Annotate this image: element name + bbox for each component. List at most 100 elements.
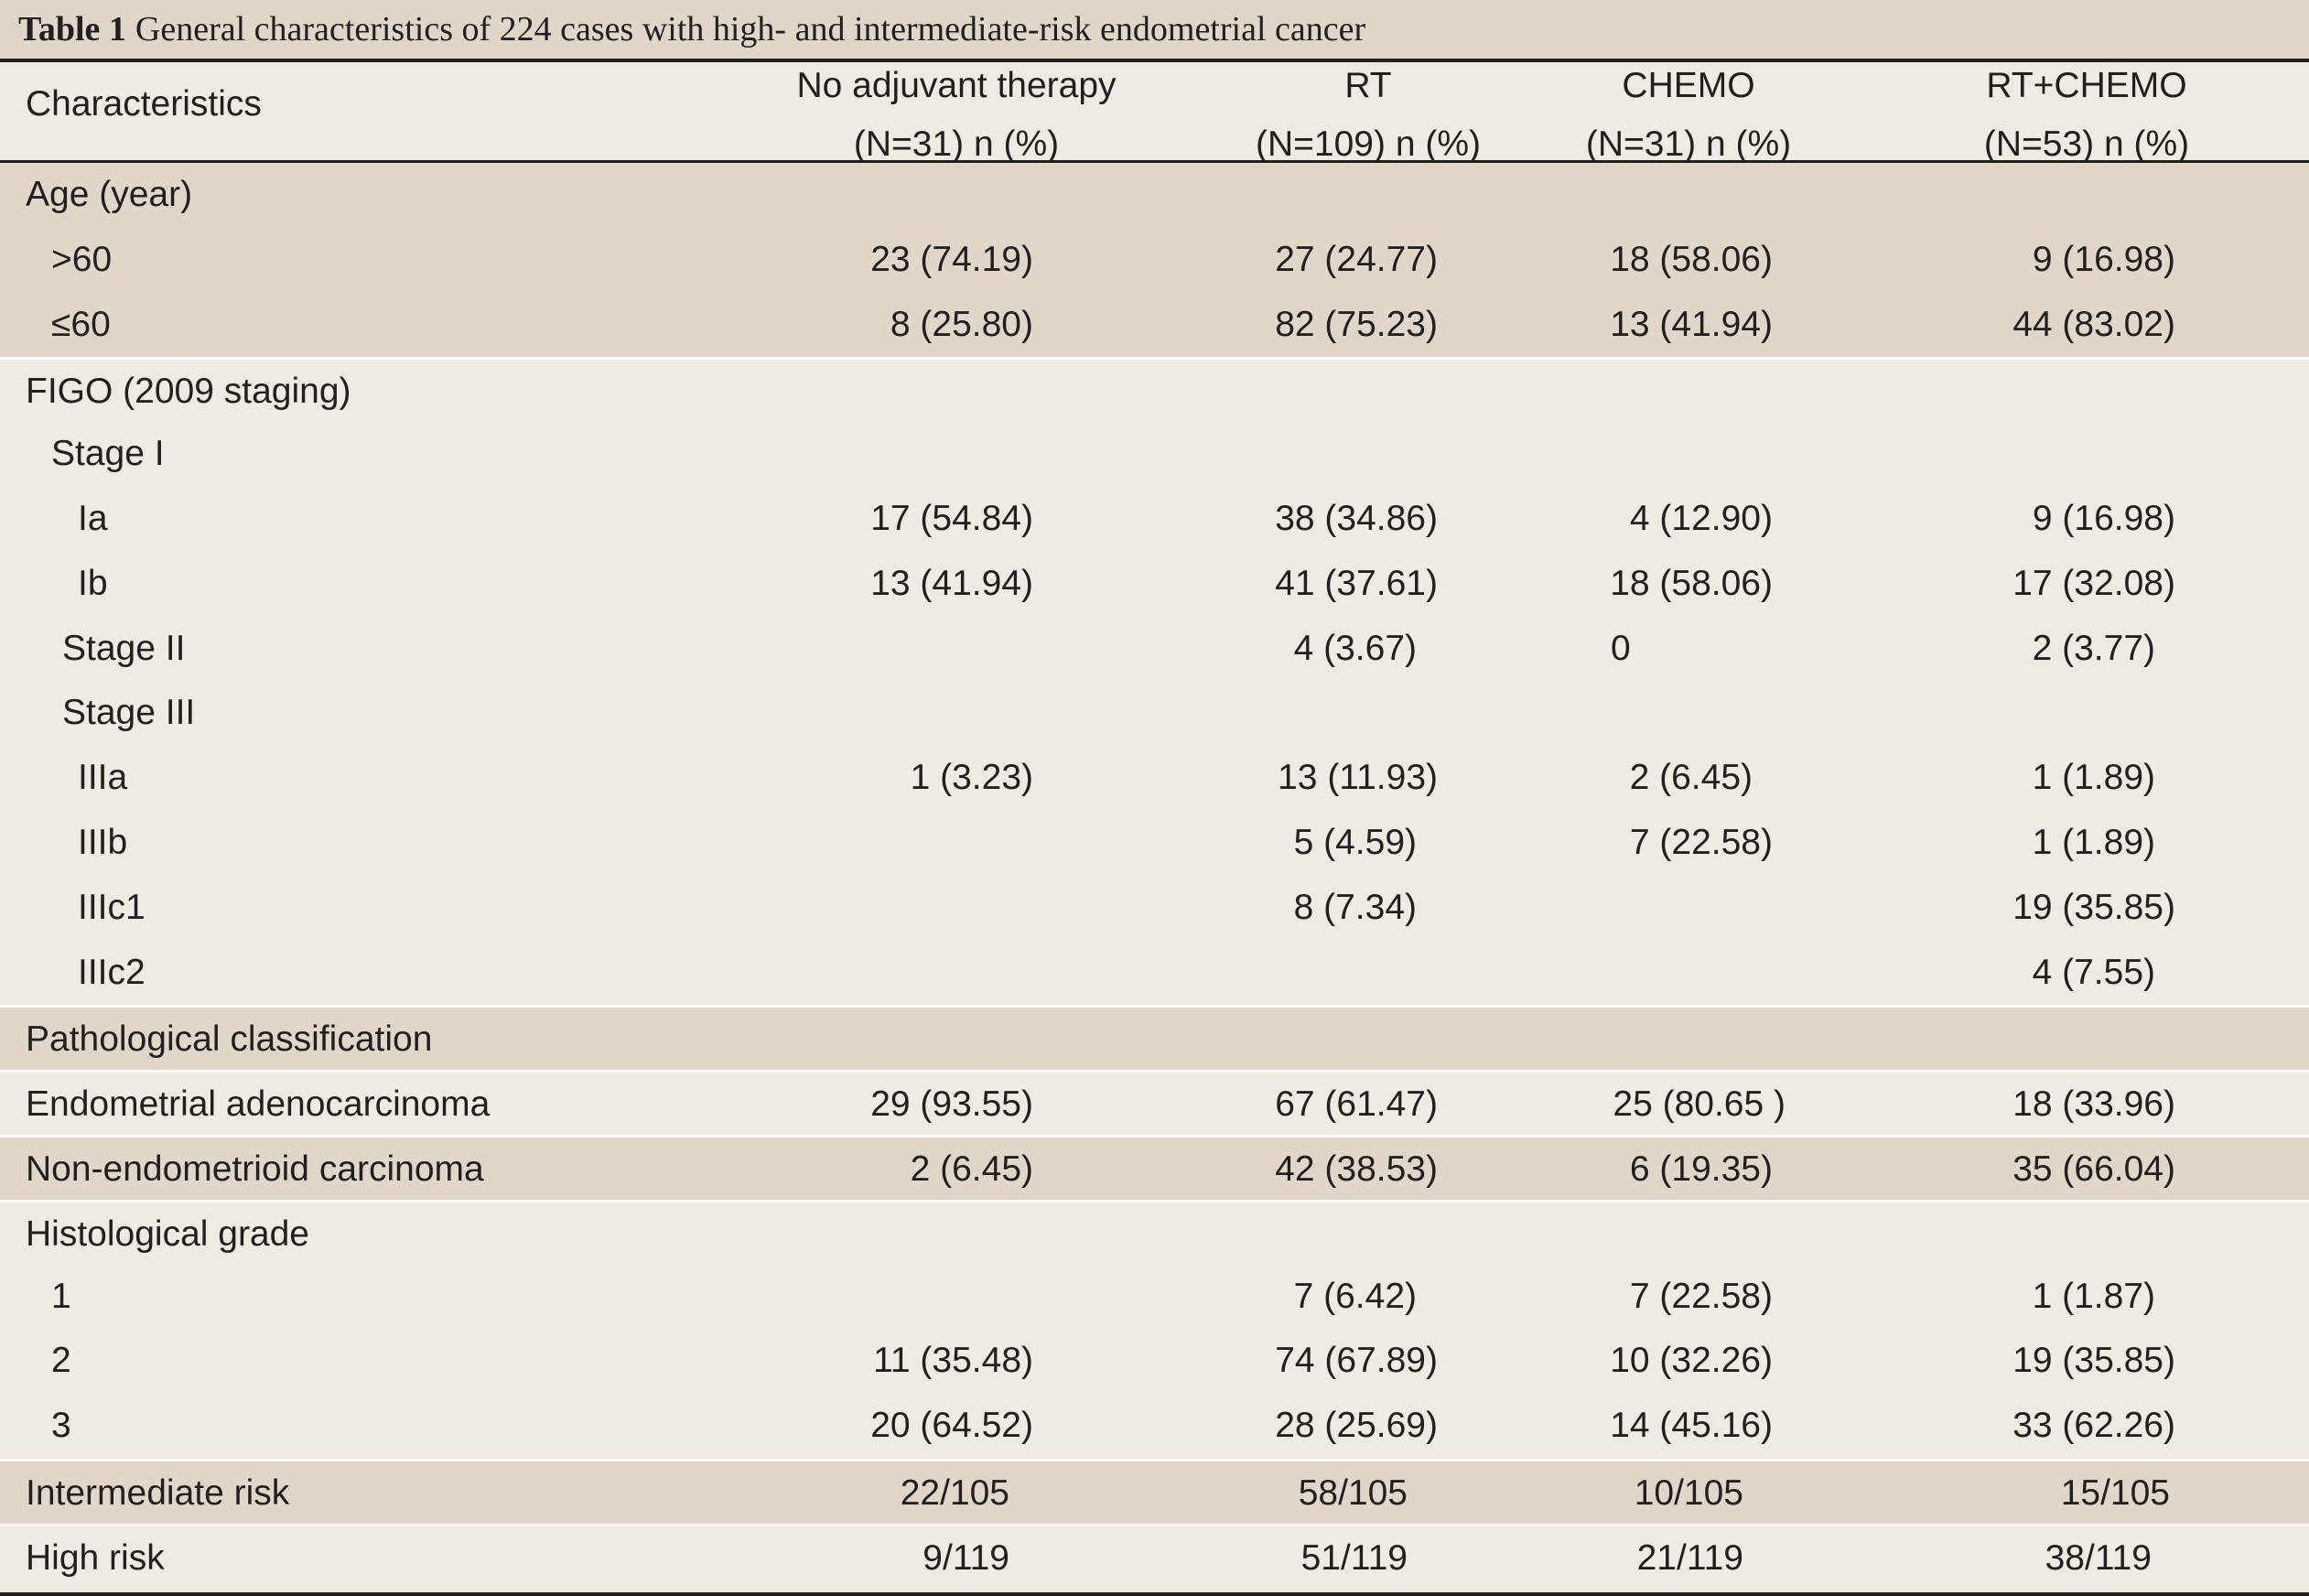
cell-rt: 51/119: [1300, 1537, 1408, 1578]
cell-rt-chemo: 19 (35.85): [2012, 1341, 2175, 1381]
table-row: Non-endometrioid carcinoma 2 (6.45) 42 (…: [0, 1134, 2309, 1200]
table-row: IIIc1 8 (7.34) 19 (35.85): [0, 876, 2309, 941]
table-row: FIGO (2009 staging): [0, 357, 2309, 422]
cell-rt-chemo: 35 (66.04): [2012, 1148, 2175, 1189]
header-col-rt-n: (N=109) n (%): [1256, 124, 1481, 164]
cell-rt-chemo: 1 (1.89): [2032, 822, 2155, 862]
cell-chemo: 10 (32.26): [1610, 1341, 1773, 1381]
table-row: ≤60 8 (25.80) 82 (75.23) 13 (41.94) 44 (…: [0, 292, 2309, 358]
header-col-no-adjuvant: No adjuvant therapy: [796, 66, 1117, 105]
cell-rt-chemo: 44 (83.02): [2012, 304, 2175, 344]
table-row: Endometrial adenocarcinoma 29 (93.55) 67…: [0, 1070, 2309, 1135]
cell-no-adjuvant: 2 (6.45): [910, 1148, 1033, 1189]
table-title: General characteristics of 224 cases wit…: [135, 10, 1366, 49]
cell-no-adjuvant: 11 (35.48): [873, 1341, 1033, 1381]
cell-rt-chemo: 15/105: [2060, 1472, 2170, 1513]
cell-rt: 13 (11.93): [1278, 758, 1438, 798]
cell-chemo: 0: [1611, 628, 1631, 668]
cell-no-adjuvant: 1 (3.23): [910, 758, 1033, 798]
cell-chemo: 18 (58.06): [1610, 239, 1773, 279]
row-label: 2: [51, 1341, 71, 1381]
cell-rt: 82 (75.23): [1275, 304, 1438, 344]
table-number: Table 1: [18, 10, 126, 49]
row-label: Stage I: [51, 434, 165, 474]
table-row: Stage II 4 (3.67) 0 2 (3.77): [0, 617, 2309, 682]
table-row: 3 20 (64.52) 28 (25.69) 14 (45.16) 33 (6…: [0, 1394, 2309, 1459]
cell-chemo: 4 (12.90): [1629, 498, 1773, 538]
row-label: ≤60: [51, 304, 111, 344]
table-row: IIIb 5 (4.59) 7 (22.58) 1 (1.89): [0, 811, 2309, 876]
cell-rt: 67 (61.47): [1275, 1084, 1438, 1125]
table-caption: Table 1 General characteristics of 224 c…: [0, 0, 2309, 62]
table-row: >60 23 (74.19) 27 (24.77) 18 (58.06) 9 (…: [0, 227, 2309, 293]
cell-rt: 5 (4.59): [1293, 822, 1417, 862]
cell-chemo: 6 (19.35): [1629, 1148, 1773, 1189]
cell-chemo: 18 (58.06): [1610, 563, 1773, 603]
cell-rt-chemo: 1 (1.89): [2032, 758, 2155, 798]
cell-chemo: 21/119: [1636, 1537, 1743, 1578]
cell-rt: 74 (67.89): [1275, 1341, 1438, 1381]
row-label: Pathological classification: [26, 1019, 433, 1060]
row-label: Stage III: [62, 693, 196, 733]
cell-no-adjuvant: 22/105: [900, 1472, 1009, 1513]
cell-rt: 7 (6.42): [1293, 1276, 1417, 1316]
cell-rt-chemo: 9 (16.98): [2032, 498, 2175, 538]
row-label: Age (year): [26, 175, 193, 214]
row-label: Stage II: [62, 628, 186, 668]
table-row: Age (year): [0, 163, 2309, 228]
cell-chemo: 10/105: [1634, 1472, 1743, 1513]
cell-no-adjuvant: 20 (64.52): [870, 1406, 1033, 1446]
cell-no-adjuvant: 8 (25.80): [890, 304, 1033, 344]
table-row: Pathological classification: [0, 1005, 2309, 1071]
cell-no-adjuvant: 9/119: [923, 1537, 1009, 1578]
cell-chemo: 25 (80.65 ): [1613, 1084, 1786, 1125]
cell-rt: 4 (3.67): [1293, 628, 1417, 668]
cell-no-adjuvant: 13 (41.94): [870, 563, 1033, 603]
table-row: High risk 9/119 51/119 21/119 38/119: [0, 1523, 2309, 1589]
table-row: Stage III: [0, 681, 2309, 746]
cell-rt-chemo: 18 (33.96): [2012, 1084, 2175, 1125]
cell-rt: 8 (7.34): [1293, 887, 1417, 927]
row-label: High risk: [26, 1537, 165, 1578]
cell-no-adjuvant: 29 (93.55): [870, 1084, 1033, 1125]
cell-rt: 28 (25.69): [1275, 1406, 1438, 1446]
cell-chemo: 7 (22.58): [1629, 822, 1773, 862]
cell-rt: 41 (37.61): [1275, 563, 1438, 603]
cell-rt-chemo: 33 (62.26): [2012, 1406, 2175, 1446]
cell-rt-chemo: 1 (1.87): [2032, 1276, 2155, 1316]
cell-rt-chemo: 4 (7.55): [2032, 952, 2155, 992]
cell-chemo: 13 (41.94): [1610, 304, 1773, 344]
row-label: 3: [51, 1406, 71, 1446]
table-row: Ib 13 (41.94) 41 (37.61) 18 (58.06) 17 (…: [0, 552, 2309, 617]
cell-chemo: 2 (6.45): [1629, 758, 1753, 798]
table-row: Histological grade: [0, 1199, 2309, 1265]
row-label: Ia: [78, 498, 108, 538]
header-col-rt-chemo-n: (N=53) n (%): [1983, 124, 2190, 164]
table-bottom-rule: [0, 1592, 2309, 1596]
row-label: FIGO (2009 staging): [26, 372, 351, 412]
cell-rt-chemo: 9 (16.98): [2032, 239, 2175, 279]
row-label: Intermediate risk: [26, 1472, 290, 1513]
row-label: Endometrial adenocarcinoma: [26, 1084, 491, 1125]
cell-no-adjuvant: 23 (74.19): [870, 239, 1033, 279]
row-label: Histological grade: [26, 1213, 310, 1254]
row-label: IIIc2: [78, 952, 146, 992]
cell-chemo: 14 (45.16): [1610, 1406, 1773, 1446]
table-row: Intermediate risk 22/105 58/105 10/105 1…: [0, 1458, 2309, 1524]
table-row: Stage I: [0, 422, 2309, 487]
header-col-rt: RT: [1344, 66, 1392, 105]
header-col-rt-chemo: RT+CHEMO: [1986, 66, 2187, 105]
cell-no-adjuvant: 17 (54.84): [870, 498, 1033, 538]
header-characteristics: Characteristics: [26, 84, 262, 124]
header-col-chemo-n: (N=31) n (%): [1585, 124, 1792, 164]
row-label: IIIb: [78, 822, 128, 862]
cell-rt: 58/105: [1298, 1472, 1408, 1513]
cell-rt: 42 (38.53): [1275, 1148, 1438, 1189]
row-label: IIIc1: [78, 887, 146, 927]
row-label: >60: [51, 239, 113, 279]
row-label: 1: [51, 1276, 71, 1316]
header-col-chemo: CHEMO: [1622, 66, 1755, 105]
cell-chemo: 7 (22.58): [1629, 1276, 1773, 1316]
table-row: 1 7 (6.42) 7 (22.58) 1 (1.87): [0, 1265, 2309, 1330]
